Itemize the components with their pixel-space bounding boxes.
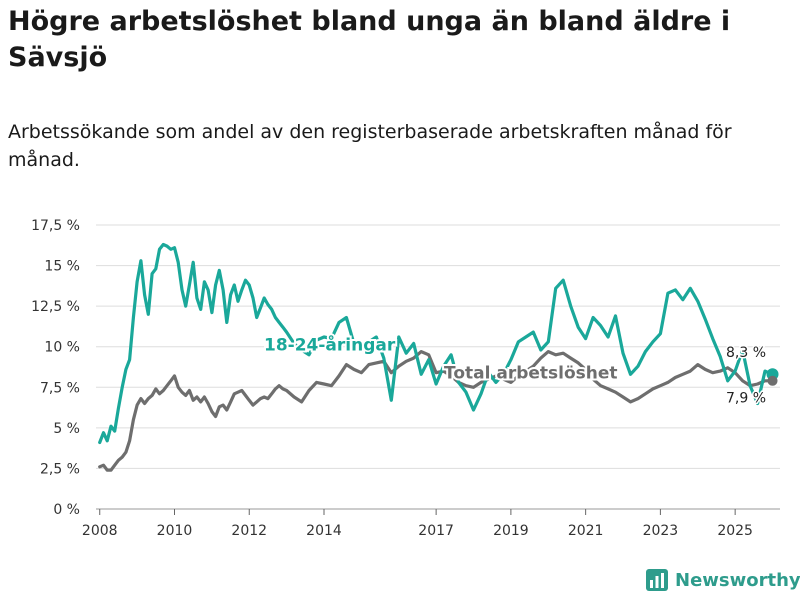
- y-tick-label: 2,5 %: [40, 461, 80, 477]
- x-tick-label: 2014: [306, 523, 342, 539]
- series-line-total: [98, 350, 775, 472]
- x-tick-label: 2010: [157, 523, 193, 539]
- y-tick-label: 7,5 %: [40, 380, 80, 396]
- end-value-total: 7,9 %: [726, 391, 766, 407]
- y-tick-label: 5 %: [53, 421, 80, 437]
- end-value-young: 8,3 %: [726, 345, 766, 361]
- page-subtitle: Arbetssökande som andel av den registerb…: [8, 121, 732, 171]
- x-tick-label: 2023: [643, 523, 679, 539]
- brand-name: Newsworthy: [675, 569, 800, 591]
- series-label-young: 18-24-åringar: [264, 334, 396, 356]
- y-tick-label: 12,5 %: [31, 299, 80, 315]
- x-tick-label: 2025: [717, 523, 753, 539]
- x-axis: 2008 2010 2012 2014 2017 2019 2021 2023 2025: [82, 509, 753, 539]
- y-tick-label: 0 %: [53, 502, 80, 518]
- series-lines: [98, 242, 779, 472]
- x-tick-label: 2021: [568, 523, 604, 539]
- y-tick-label: 15 %: [44, 259, 80, 275]
- brand-logo: Newsworthy: [645, 568, 800, 592]
- end-point-total: [767, 375, 778, 386]
- x-tick-label: 2019: [493, 523, 529, 539]
- x-tick-label: 2017: [418, 523, 454, 539]
- page-title: Högre arbetslöshet bland unga än bland ä…: [8, 6, 731, 73]
- grid-lines: [96, 224, 780, 510]
- y-axis-tick-labels: 0 % 2,5 % 5 % 7,5 % 10 % 12,5 % 15 % 17,5 %: [31, 218, 80, 518]
- newsworthy-logo-icon: [646, 569, 668, 591]
- x-tick-label: 2008: [82, 523, 118, 539]
- series-line-young: [98, 242, 775, 445]
- line-chart: 0 % 2,5 % 5 % 7,5 % 10 % 12,5 % 15 % 17,5 % 200…: [31, 218, 780, 539]
- series-labels: 18-24-åringar Total arbetslöshet 8,3 % 7…: [262, 332, 768, 408]
- series-label-total: Total arbetslöshet: [444, 364, 618, 384]
- x-tick-label: 2012: [231, 523, 267, 539]
- y-tick-label: 10 %: [44, 340, 80, 356]
- y-tick-label: 17,5 %: [31, 218, 80, 234]
